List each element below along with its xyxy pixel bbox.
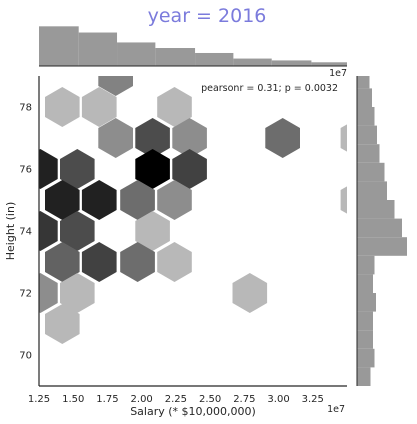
y-tick-label: 70 [19,351,32,362]
hexbin-27 [232,273,268,313]
hexbin-0 [98,76,133,96]
x-hist-bar-2 [117,42,156,66]
y-hist-bar-12 [357,144,380,163]
x-hist-bar-5 [233,58,272,66]
hexbin-18 [39,211,58,251]
x-tick-label: 1.25 [28,394,50,405]
y-tick-label: 74 [19,227,32,238]
x-hist-bar-4 [195,52,234,66]
hexbin-3 [157,87,192,127]
hexbin-25 [39,273,58,313]
x-hist-bar-0 [39,26,79,66]
y-hist-bar-7 [357,237,407,256]
hexbin-7 [265,118,300,158]
hexbin-4 [98,118,133,158]
top-marginal-histogram [39,26,347,66]
right-marginal-histogram [357,76,407,386]
hexbin-28 [45,304,80,344]
y-hist-bar-9 [357,200,395,219]
hexbin-22 [81,242,117,282]
hexbin-23 [120,242,155,282]
hexbin-8 [340,124,347,152]
y-hist-bar-4 [357,293,376,312]
chart-title: year = 2016 [148,5,267,27]
hexbin-11 [135,149,170,189]
x-tick-label: 1.75 [96,394,118,405]
y-hist-bar-5 [357,274,373,293]
x-hist-bar-1 [78,32,118,66]
y-hist-bar-3 [357,311,373,331]
x-tick-labels: 1.25 1.50 1.75 2.00 2.25 2.50 2.75 3.00 3.25 [28,394,324,405]
x-exponent-label: 1e7 [327,404,345,415]
x-tick-label: 3.00 [267,394,289,405]
x-tick-label: 2.50 [199,394,221,405]
y-tick-label: 72 [19,289,32,300]
hexbin-17 [340,186,347,214]
x-tick-label: 3.25 [302,394,324,405]
hexbin-21 [45,242,80,282]
x-tick-label: 2.25 [165,394,187,405]
y-hist-bar-15 [357,88,372,107]
hexbin-15 [120,180,155,220]
y-tick-label: 78 [19,103,32,114]
y-hist-bar-2 [357,330,373,349]
hexbin-10 [60,149,95,189]
y-hist-bar-6 [357,255,375,275]
x-hist-bar-7 [311,62,347,66]
y-axis-label: Height (in) [4,202,17,260]
hexbin-1 [45,87,80,127]
x-hist-bar-6 [271,60,312,66]
hexbin-13 [45,180,80,220]
hexbin-20 [135,211,170,251]
y-hist-bar-16 [357,76,370,89]
x-hist-bar-3 [155,48,196,66]
y-hist-bar-11 [357,162,385,182]
hexbin-layer [39,76,347,344]
hexbin-5 [135,118,170,158]
x-axis-label: Salary (* $10,000,000) [130,405,256,418]
x-tick-label: 2.75 [233,394,255,405]
y-hist-bar-1 [357,348,375,368]
y-tick-label: 76 [19,165,32,176]
hexbin-19 [60,211,95,251]
x-tick-label: 2.00 [131,394,153,405]
hexbin-12 [172,149,207,189]
y-hist-bar-0 [357,367,371,386]
pearson-annotation: pearsonr = 0.31; p = 0.0032 [201,83,338,94]
hexbin-9 [39,149,58,189]
hexbin-14 [81,180,117,220]
top-exponent-label: 1e7 [329,68,347,79]
hexbin-2 [81,87,117,127]
hexbin-26 [60,273,95,313]
y-hist-bar-14 [357,107,375,126]
y-tick-labels: 70 72 74 76 78 [19,103,32,362]
x-tick-label: 1.50 [62,394,84,405]
hexbin-24 [157,242,192,282]
y-hist-bar-13 [357,125,377,145]
hexbin-16 [157,180,192,220]
y-hist-bar-8 [357,218,402,238]
y-hist-bar-10 [357,181,387,200]
hexbin-6 [172,118,207,158]
